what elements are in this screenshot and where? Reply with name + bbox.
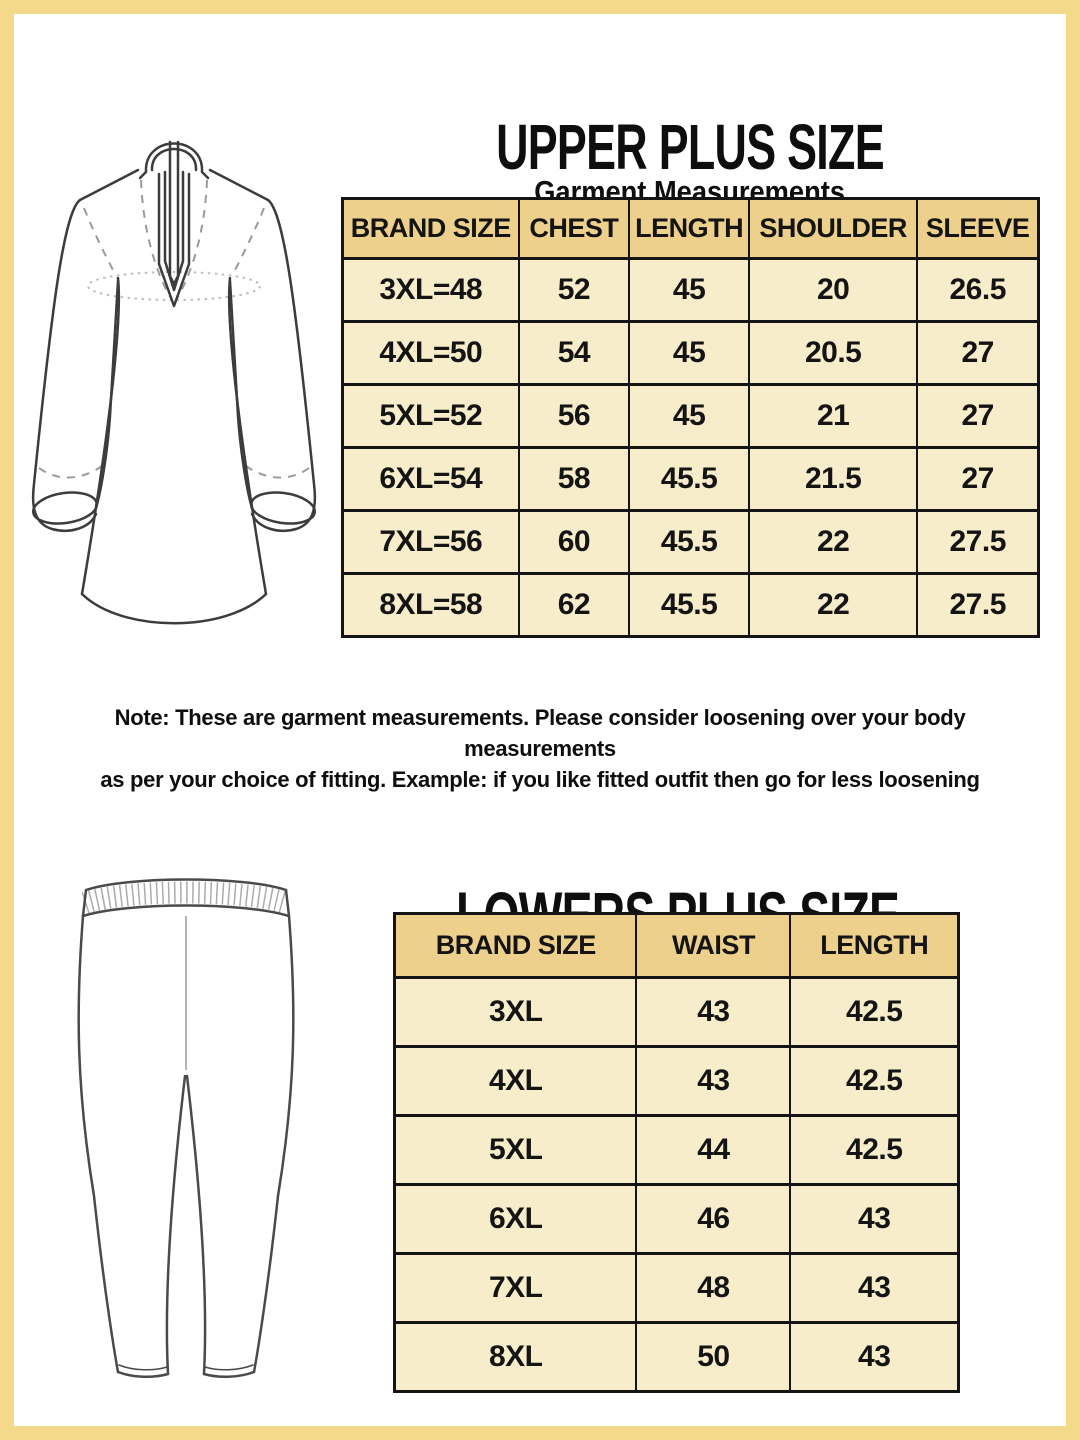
note-line-2: as per your choice of fitting. Example: … <box>100 767 980 792</box>
table-row: 8XL 50 43 <box>394 1322 959 1392</box>
table-row: 7XL=56 60 45.5 22 27.5 <box>342 510 1039 574</box>
cell-sleeve: 27.5 <box>916 573 1039 637</box>
cell-length: 45 <box>628 321 749 385</box>
cell-shoulder: 21 <box>747 384 918 448</box>
cell-shoulder: 20.5 <box>747 321 918 385</box>
cell-chest: 56 <box>517 384 630 448</box>
cell-brand-size: 4XL=50 <box>342 321 519 385</box>
kurta-outline-icon <box>31 140 317 625</box>
cell-length: 43 <box>789 1184 959 1254</box>
cell-length: 45.5 <box>628 447 749 511</box>
upper-title: UPPER PLUS SIZE <box>340 115 1040 179</box>
upper-size-table: BRAND SIZE CHEST LENGTH SHOULDER SLEEVE … <box>341 197 1040 638</box>
cell-brand-size: 8XL <box>394 1322 637 1392</box>
note-text: Note: These are garment measurements. Pl… <box>40 702 1040 795</box>
table-row: 7XL 48 43 <box>394 1253 959 1323</box>
cell-chest: 52 <box>517 258 630 322</box>
cell-shoulder: 21.5 <box>747 447 918 511</box>
cell-brand-size: 5XL=52 <box>342 384 519 448</box>
table-row: 6XL 46 43 <box>394 1184 959 1254</box>
cell-waist: 43 <box>635 1046 791 1116</box>
table-row: 4XL=50 54 45 20.5 27 <box>342 321 1039 385</box>
cell-sleeve: 27.5 <box>916 510 1039 574</box>
cell-length: 45.5 <box>628 573 749 637</box>
lowers-size-table-container: BRAND SIZE WAIST LENGTH 3XL 43 42.5 4XL … <box>393 912 960 1393</box>
cell-brand-size: 7XL=56 <box>342 510 519 574</box>
leggings-outline-icon <box>77 878 295 1378</box>
column-header-waist: WAIST <box>635 913 791 978</box>
cell-brand-size: 3XL=48 <box>342 258 519 322</box>
cell-length: 42.5 <box>789 977 959 1047</box>
cell-length: 43 <box>789 1253 959 1323</box>
cell-length: 43 <box>789 1322 959 1392</box>
cell-waist: 43 <box>635 977 791 1047</box>
column-header-sleeve: SLEEVE <box>916 198 1039 259</box>
cell-brand-size: 4XL <box>394 1046 637 1116</box>
cell-brand-size: 7XL <box>394 1253 637 1323</box>
table-row: 6XL=54 58 45.5 21.5 27 <box>342 447 1039 511</box>
kurta-illustration <box>22 116 326 656</box>
table-row: 8XL=58 62 45.5 22 27.5 <box>342 573 1039 637</box>
table-row: 4XL 43 42.5 <box>394 1046 959 1116</box>
cell-waist: 48 <box>635 1253 791 1323</box>
cell-sleeve: 26.5 <box>916 258 1039 322</box>
cell-length: 45 <box>628 258 749 322</box>
cell-sleeve: 27 <box>916 321 1039 385</box>
table-row: 3XL=48 52 45 20 26.5 <box>342 258 1039 322</box>
cell-chest: 60 <box>517 510 630 574</box>
cell-shoulder: 20 <box>747 258 918 322</box>
column-header-shoulder: SHOULDER <box>747 198 918 259</box>
cell-chest: 54 <box>517 321 630 385</box>
upper-size-table-container: BRAND SIZE CHEST LENGTH SHOULDER SLEEVE … <box>341 197 1040 638</box>
lowers-size-table: BRAND SIZE WAIST LENGTH 3XL 43 42.5 4XL … <box>393 912 960 1393</box>
cell-waist: 50 <box>635 1322 791 1392</box>
cell-chest: 62 <box>517 573 630 637</box>
column-header-length: LENGTH <box>789 913 959 978</box>
table-row: 5XL 44 42.5 <box>394 1115 959 1185</box>
lowers-table-header-row: BRAND SIZE WAIST LENGTH <box>394 913 959 978</box>
cell-shoulder: 22 <box>747 510 918 574</box>
column-header-length: LENGTH <box>628 198 749 259</box>
cell-length: 45.5 <box>628 510 749 574</box>
column-header-brand-size: BRAND SIZE <box>394 913 637 978</box>
cell-chest: 58 <box>517 447 630 511</box>
table-row: 3XL 43 42.5 <box>394 977 959 1047</box>
column-header-brand-size: BRAND SIZE <box>342 198 519 259</box>
cell-length: 42.5 <box>789 1046 959 1116</box>
cell-brand-size: 5XL <box>394 1115 637 1185</box>
cell-brand-size: 6XL <box>394 1184 637 1254</box>
leggings-illustration <box>66 866 306 1396</box>
cell-brand-size: 8XL=58 <box>342 573 519 637</box>
note-line-1: Note: These are garment measurements. Pl… <box>114 705 966 761</box>
upper-title-text: UPPER PLUS SIZE <box>496 110 885 183</box>
cell-length: 42.5 <box>789 1115 959 1185</box>
cell-length: 45 <box>628 384 749 448</box>
cell-brand-size: 3XL <box>394 977 637 1047</box>
cell-sleeve: 27 <box>916 384 1039 448</box>
cell-shoulder: 22 <box>747 573 918 637</box>
cell-brand-size: 6XL=54 <box>342 447 519 511</box>
cell-waist: 44 <box>635 1115 791 1185</box>
cell-sleeve: 27 <box>916 447 1039 511</box>
table-row: 5XL=52 56 45 21 27 <box>342 384 1039 448</box>
upper-table-header-row: BRAND SIZE CHEST LENGTH SHOULDER SLEEVE <box>342 198 1039 259</box>
column-header-chest: CHEST <box>517 198 630 259</box>
cell-waist: 46 <box>635 1184 791 1254</box>
